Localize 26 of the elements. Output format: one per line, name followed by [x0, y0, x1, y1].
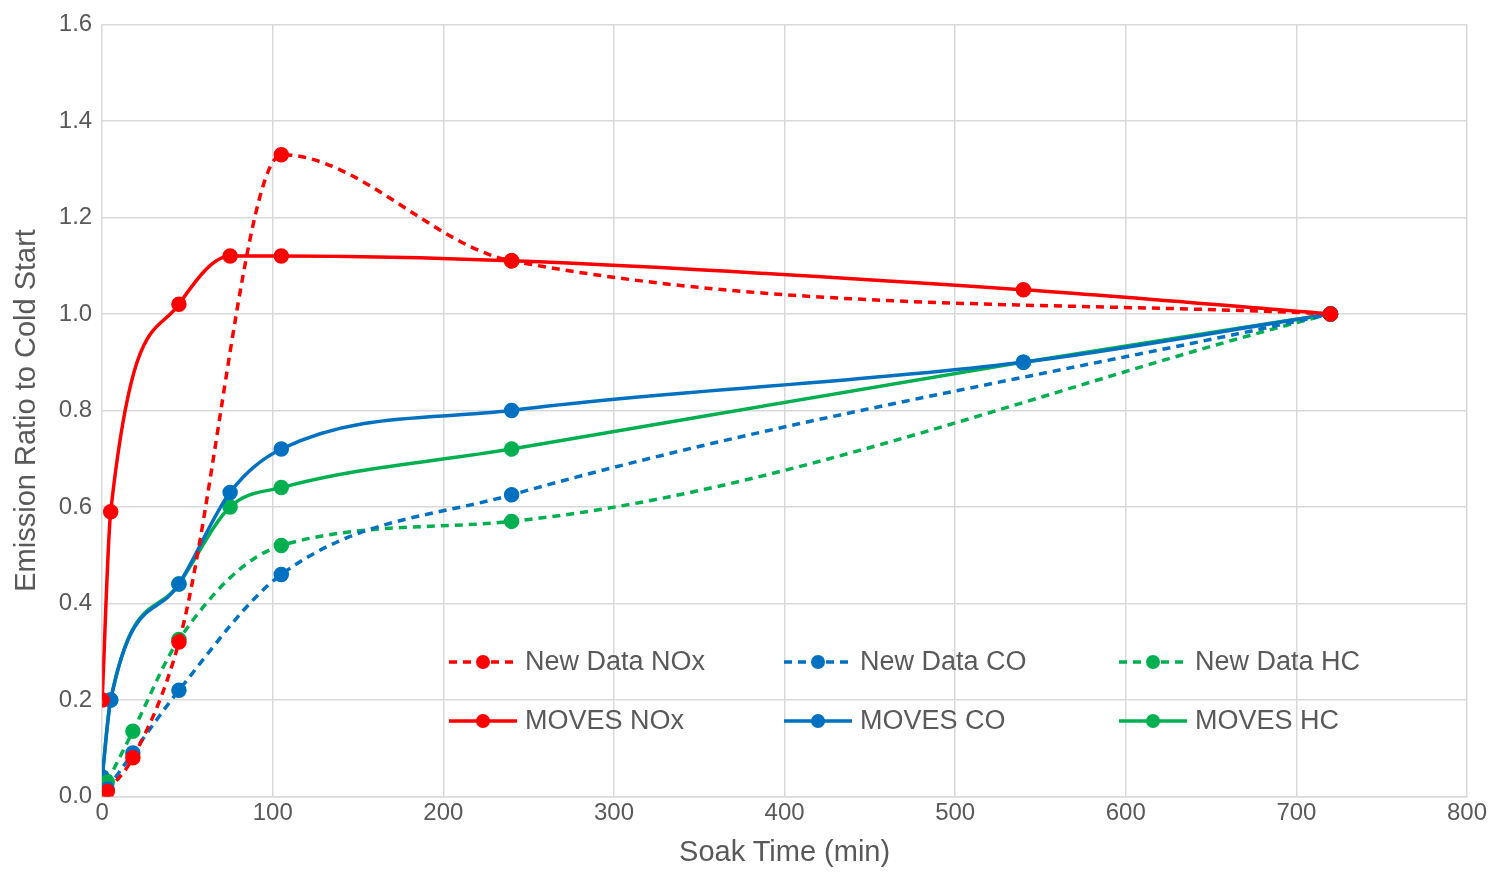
- y-tick-label: 0.4: [58, 588, 93, 616]
- y-tick-label: 0.0: [58, 781, 93, 809]
- legend-label: MOVES NOx: [525, 705, 685, 737]
- x-tick-label: 300: [593, 798, 634, 826]
- y-tick-label: 1.0: [58, 298, 93, 326]
- x-axis-title: Soak Time (min): [679, 834, 891, 867]
- y-tick-label: 0.2: [58, 684, 93, 712]
- x-tick-label: 500: [935, 798, 976, 826]
- y-tick-label: 1.4: [58, 105, 93, 133]
- x-tick-label: 0: [95, 798, 109, 826]
- legend-label: MOVES CO: [860, 705, 1006, 737]
- x-tick-label: 700: [1276, 798, 1317, 826]
- x-tick-label: 800: [1446, 798, 1488, 826]
- x-tick-label: 100: [252, 798, 293, 826]
- y-tick-label: 1.2: [58, 202, 93, 230]
- legend-label: MOVES HC: [1195, 705, 1340, 737]
- y-tick-label: 1.6: [58, 9, 93, 37]
- legend-label: New Data CO: [860, 646, 1027, 678]
- y-tick-label: 0.8: [58, 395, 93, 423]
- legend-label: New Data NOx: [525, 646, 706, 678]
- x-tick-label: 200: [423, 798, 464, 826]
- x-tick-label: 400: [764, 798, 805, 826]
- y-axis-title: Emission Ratio to Cold Start: [9, 229, 42, 592]
- y-tick-label: 0.6: [58, 491, 93, 519]
- legend-label: New Data HC: [1195, 646, 1361, 678]
- x-tick-label: 600: [1105, 798, 1146, 826]
